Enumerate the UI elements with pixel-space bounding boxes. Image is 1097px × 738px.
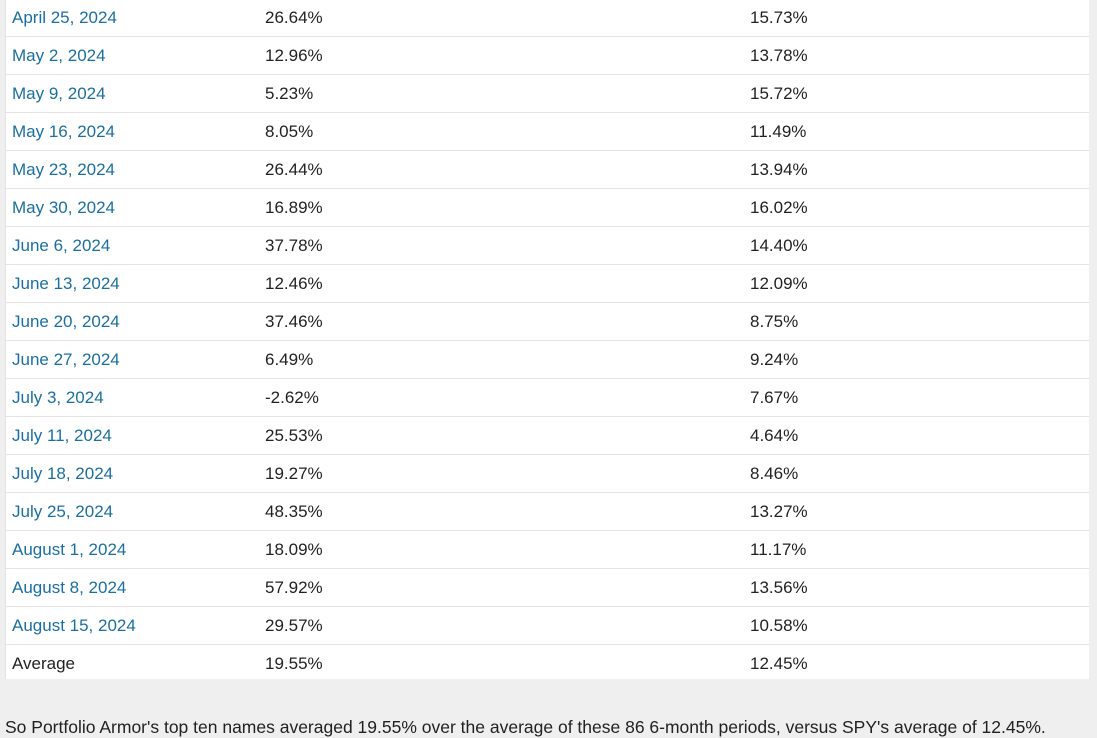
table-row: July 18, 2024 19.27% 8.46% — [6, 454, 1089, 493]
spy-return-cell: 10.58% — [744, 606, 1089, 645]
table-row: May 16, 2024 8.05% 11.49% — [6, 112, 1089, 151]
table-row: July 11, 2024 25.53% 4.64% — [6, 416, 1089, 455]
summary-paragraph: So Portfolio Armor's top ten names avera… — [5, 716, 1046, 737]
date-link[interactable]: May 30, 2024 — [6, 188, 259, 227]
returns-table-body: April 25, 2024 26.64% 15.73% May 2, 2024… — [6, 0, 1089, 682]
table-row: August 15, 2024 29.57% 10.58% — [6, 606, 1089, 645]
date-link[interactable]: July 3, 2024 — [6, 378, 259, 417]
portfolio-return-cell: 8.05% — [259, 112, 744, 151]
portfolio-return-cell: 57.92% — [259, 568, 744, 607]
date-link[interactable]: July 11, 2024 — [6, 416, 259, 455]
portfolio-return-cell: 29.57% — [259, 606, 744, 645]
portfolio-return-cell: 16.89% — [259, 188, 744, 227]
date-link[interactable]: July 18, 2024 — [6, 454, 259, 493]
table-row: May 23, 2024 26.44% 13.94% — [6, 150, 1089, 189]
spy-return-cell: 8.75% — [744, 302, 1089, 341]
table-row: June 6, 2024 37.78% 14.40% — [6, 226, 1089, 265]
table-row: May 9, 2024 5.23% 15.72% — [6, 74, 1089, 113]
portfolio-return-cell: 5.23% — [259, 74, 744, 113]
spy-return-cell: 9.24% — [744, 340, 1089, 379]
spy-return-cell: 13.56% — [744, 568, 1089, 607]
spy-return-cell: 13.78% — [744, 36, 1089, 75]
date-link[interactable]: August 8, 2024 — [6, 568, 259, 607]
date-link[interactable]: August 15, 2024 — [6, 606, 259, 645]
table-row: July 3, 2024 -2.62% 7.67% — [6, 378, 1089, 417]
date-link[interactable]: June 20, 2024 — [6, 302, 259, 341]
portfolio-return-cell: 12.96% — [259, 36, 744, 75]
average-label: Average — [12, 653, 76, 673]
returns-table-container: April 25, 2024 26.64% 15.73% May 2, 2024… — [5, 0, 1089, 679]
spy-return-cell: 14.40% — [744, 226, 1089, 265]
date-link[interactable]: July 25, 2024 — [6, 492, 259, 531]
portfolio-return-cell: 18.09% — [259, 530, 744, 569]
average-spy-return: 12.45% — [750, 653, 808, 673]
spy-return-cell: 15.72% — [744, 74, 1089, 113]
portfolio-return-cell: 19.27% — [259, 454, 744, 493]
date-link[interactable]: June 6, 2024 — [6, 226, 259, 265]
spy-return-cell: 11.17% — [744, 530, 1089, 569]
returns-table: April 25, 2024 26.64% 15.73% May 2, 2024… — [6, 0, 1089, 682]
portfolio-return-cell: 37.46% — [259, 302, 744, 341]
portfolio-return-cell: 12.46% — [259, 264, 744, 303]
table-row: May 30, 2024 16.89% 16.02% — [6, 188, 1089, 227]
portfolio-return-cell: -2.62% — [259, 378, 744, 417]
portfolio-return-cell: 26.64% — [259, 0, 744, 37]
date-link[interactable]: August 1, 2024 — [6, 530, 259, 569]
date-link[interactable]: June 13, 2024 — [6, 264, 259, 303]
spy-return-cell: 11.49% — [744, 112, 1089, 151]
spy-return-cell: 7.67% — [744, 378, 1089, 417]
date-link[interactable]: May 9, 2024 — [6, 74, 259, 113]
spy-return-cell: 8.46% — [744, 454, 1089, 493]
date-link[interactable]: June 27, 2024 — [6, 340, 259, 379]
date-link[interactable]: April 25, 2024 — [6, 0, 259, 37]
date-link[interactable]: May 23, 2024 — [6, 150, 259, 189]
table-row: June 20, 2024 37.46% 8.75% — [6, 302, 1089, 341]
date-link[interactable]: May 16, 2024 — [6, 112, 259, 151]
spy-return-cell: 12.09% — [744, 264, 1089, 303]
portfolio-return-cell: 25.53% — [259, 416, 744, 455]
table-row: August 8, 2024 57.92% 13.56% — [6, 568, 1089, 607]
table-row: April 25, 2024 26.64% 15.73% — [6, 0, 1089, 37]
table-row: July 25, 2024 48.35% 13.27% — [6, 492, 1089, 531]
table-row: June 27, 2024 6.49% 9.24% — [6, 340, 1089, 379]
table-row: May 2, 2024 12.96% 13.78% — [6, 36, 1089, 75]
spy-return-cell: 13.27% — [744, 492, 1089, 531]
portfolio-return-cell: 48.35% — [259, 492, 744, 531]
portfolio-return-cell: 37.78% — [259, 226, 744, 265]
average-row: Average 19.55% 12.45% — [6, 645, 1089, 683]
date-link[interactable]: May 2, 2024 — [6, 36, 259, 75]
portfolio-return-cell: 6.49% — [259, 340, 744, 379]
table-row: June 13, 2024 12.46% 12.09% — [6, 264, 1089, 303]
spy-return-cell: 13.94% — [744, 150, 1089, 189]
spy-return-cell: 16.02% — [744, 188, 1089, 227]
spy-return-cell: 4.64% — [744, 416, 1089, 455]
table-row: August 1, 2024 18.09% 11.17% — [6, 530, 1089, 569]
portfolio-return-cell: 26.44% — [259, 150, 744, 189]
average-portfolio-return: 19.55% — [265, 653, 323, 673]
spy-return-cell: 15.73% — [744, 0, 1089, 37]
